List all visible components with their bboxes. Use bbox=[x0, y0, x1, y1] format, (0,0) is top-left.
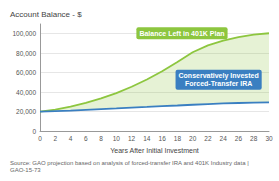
svg-text:0: 0 bbox=[38, 135, 42, 142]
svg-text:20,000: 20,000 bbox=[16, 108, 36, 115]
svg-text:20: 20 bbox=[189, 135, 197, 142]
svg-text:2: 2 bbox=[53, 135, 57, 142]
svg-text:16: 16 bbox=[159, 135, 167, 142]
svg-text:Source: GAO projection based o: Source: GAO projection based on analysis… bbox=[10, 160, 250, 166]
svg-text:Account Balance - $: Account Balance - $ bbox=[10, 10, 82, 19]
svg-text:40,000: 40,000 bbox=[16, 89, 36, 96]
svg-text:26: 26 bbox=[235, 135, 243, 142]
svg-text:Balance Left in 401K Plan: Balance Left in 401K Plan bbox=[139, 30, 224, 37]
svg-text:12: 12 bbox=[128, 135, 136, 142]
svg-text:18: 18 bbox=[174, 135, 182, 142]
svg-text:4: 4 bbox=[69, 135, 73, 142]
svg-text:24: 24 bbox=[220, 135, 228, 142]
svg-text:80,000: 80,000 bbox=[16, 50, 36, 57]
svg-text:8: 8 bbox=[99, 135, 103, 142]
svg-text:GAO-15-73: GAO-15-73 bbox=[10, 167, 41, 173]
svg-text:10: 10 bbox=[113, 135, 121, 142]
svg-text:Conservatively Invested: Conservatively Invested bbox=[179, 72, 259, 80]
svg-text:22: 22 bbox=[204, 135, 212, 142]
svg-text:100,000: 100,000 bbox=[13, 30, 37, 37]
svg-text:0: 0 bbox=[32, 128, 36, 135]
svg-text:Years After Initial Investment: Years After Initial Investment bbox=[110, 147, 199, 154]
svg-text:14: 14 bbox=[143, 135, 151, 142]
svg-text:60,000: 60,000 bbox=[16, 69, 36, 76]
svg-text:30: 30 bbox=[265, 135, 273, 142]
svg-text:28: 28 bbox=[250, 135, 258, 142]
svg-text:6: 6 bbox=[84, 135, 88, 142]
svg-text:Forced-Transfer IRA: Forced-Transfer IRA bbox=[185, 80, 252, 87]
